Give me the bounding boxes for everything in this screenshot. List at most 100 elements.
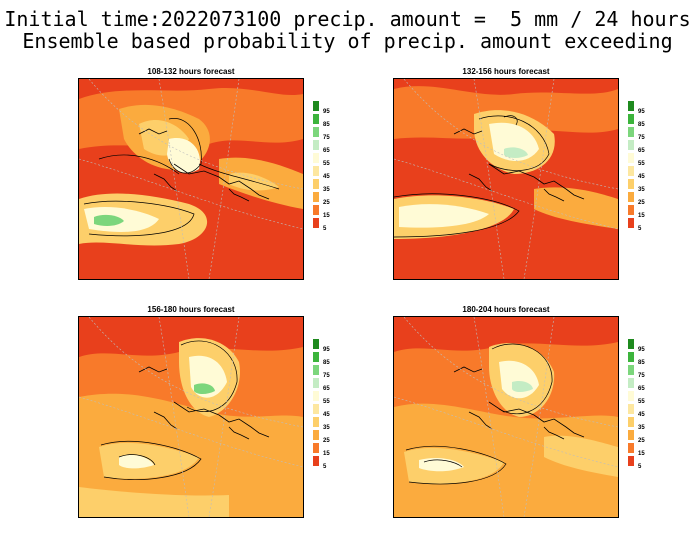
colorbar-swatch-15 xyxy=(628,443,634,453)
colorbar-label: 75 xyxy=(638,373,645,379)
colorbar-label: 5 xyxy=(323,464,327,470)
probability-map xyxy=(78,78,304,280)
colorbar-label: 15 xyxy=(323,451,330,457)
colorbar-label: 55 xyxy=(638,399,645,405)
colorbar: 95 85 75 65 55 45 35 25 15 5 xyxy=(313,339,343,504)
forecast-panel-3: 156-180 hours forecast xyxy=(78,305,338,525)
colorbar-swatch-5 xyxy=(628,456,634,466)
colorbar-swatch-65 xyxy=(313,378,319,388)
colorbar-label: 45 xyxy=(638,174,645,180)
colorbar-label: 15 xyxy=(638,213,645,219)
colorbar-swatch-5 xyxy=(313,218,319,228)
colorbar-swatch-95 xyxy=(313,339,319,349)
colorbar-label: 45 xyxy=(323,174,330,180)
colorbar-swatch-95 xyxy=(628,339,634,349)
colorbar-label: 45 xyxy=(323,412,330,418)
colorbar-label: 65 xyxy=(323,148,330,154)
colorbar-label: 55 xyxy=(323,399,330,405)
colorbar-swatch-75 xyxy=(313,127,319,137)
colorbar-swatch-55 xyxy=(313,391,319,401)
colorbar: 95 85 75 65 55 45 35 25 15 5 xyxy=(628,101,658,266)
colorbar-swatch-95 xyxy=(313,101,319,111)
colorbar-swatch-65 xyxy=(628,378,634,388)
map-graphic xyxy=(79,79,303,279)
colorbar-swatch-35 xyxy=(313,417,319,427)
colorbar-label: 75 xyxy=(323,373,330,379)
colorbar-label: 25 xyxy=(638,200,645,206)
colorbar-swatch-35 xyxy=(628,179,634,189)
map-graphic xyxy=(79,317,303,517)
probability-map xyxy=(78,316,304,518)
forecast-panel-2: 132-156 hours forecast xyxy=(393,67,653,287)
colorbar-swatch-25 xyxy=(313,192,319,202)
colorbar: 95 85 75 65 55 45 35 25 15 5 xyxy=(628,339,658,504)
colorbar-swatch-85 xyxy=(628,352,634,362)
colorbar-label: 25 xyxy=(323,438,330,444)
colorbar-swatch-45 xyxy=(313,404,319,414)
colorbar-swatch-75 xyxy=(313,365,319,375)
colorbar-label: 85 xyxy=(323,122,330,128)
colorbar-label: 65 xyxy=(638,386,645,392)
colorbar-swatch-65 xyxy=(628,140,634,150)
colorbar-label: 95 xyxy=(323,347,330,353)
colorbar-swatch-5 xyxy=(313,456,319,466)
colorbar-swatch-55 xyxy=(313,153,319,163)
colorbar-swatch-45 xyxy=(628,404,634,414)
colorbar-label: 95 xyxy=(638,347,645,353)
colorbar-label: 55 xyxy=(638,161,645,167)
forecast-panel-4: 180-204 hours forecast xyxy=(393,305,653,525)
colorbar-label: 95 xyxy=(323,109,330,115)
panel-title: 180-204 hours forecast xyxy=(462,305,550,314)
colorbar-label: 75 xyxy=(638,135,645,141)
colorbar-swatch-95 xyxy=(628,101,634,111)
colorbar-label: 85 xyxy=(323,360,330,366)
colorbar-swatch-85 xyxy=(313,114,319,124)
colorbar-label: 75 xyxy=(323,135,330,141)
forecast-panel-1: 108-132 hours forecast xyxy=(78,67,338,287)
colorbar-label: 35 xyxy=(323,425,330,431)
colorbar-label: 85 xyxy=(638,360,645,366)
colorbar-label: 55 xyxy=(323,161,330,167)
figure-title-line-2: Ensemble based probability of precip. am… xyxy=(22,29,673,53)
colorbar-label: 35 xyxy=(638,425,645,431)
colorbar-swatch-25 xyxy=(313,430,319,440)
colorbar-swatch-5 xyxy=(628,218,634,228)
colorbar-swatch-25 xyxy=(628,192,634,202)
colorbar-label: 5 xyxy=(638,226,642,232)
probability-map xyxy=(393,316,619,518)
colorbar: 95 85 75 65 55 45 35 25 15 5 xyxy=(313,101,343,266)
colorbar-swatch-35 xyxy=(313,179,319,189)
colorbar-swatch-45 xyxy=(313,166,319,176)
colorbar-label: 35 xyxy=(323,187,330,193)
probability-map xyxy=(393,78,619,280)
colorbar-swatch-75 xyxy=(628,127,634,137)
colorbar-label: 25 xyxy=(323,200,330,206)
figure-title-line-1: Initial time:2022073100 precip. amount =… xyxy=(4,7,691,31)
colorbar-label: 45 xyxy=(638,412,645,418)
colorbar-swatch-15 xyxy=(628,205,634,215)
colorbar-swatch-35 xyxy=(628,417,634,427)
colorbar-swatch-15 xyxy=(313,205,319,215)
colorbar-swatch-85 xyxy=(313,352,319,362)
colorbar-label: 15 xyxy=(323,213,330,219)
colorbar-swatch-45 xyxy=(628,166,634,176)
colorbar-swatch-55 xyxy=(628,391,634,401)
panel-title: 132-156 hours forecast xyxy=(462,67,550,76)
colorbar-label: 5 xyxy=(638,464,642,470)
colorbar-label: 65 xyxy=(323,386,330,392)
colorbar-swatch-75 xyxy=(628,365,634,375)
panel-title: 108-132 hours forecast xyxy=(147,67,235,76)
colorbar-label: 15 xyxy=(638,451,645,457)
colorbar-swatch-25 xyxy=(628,430,634,440)
colorbar-label: 35 xyxy=(638,187,645,193)
map-graphic xyxy=(394,317,618,517)
panel-title: 156-180 hours forecast xyxy=(147,305,235,314)
colorbar-swatch-65 xyxy=(313,140,319,150)
colorbar-label: 5 xyxy=(323,226,327,232)
colorbar-swatch-85 xyxy=(628,114,634,124)
colorbar-label: 65 xyxy=(638,148,645,154)
colorbar-label: 25 xyxy=(638,438,645,444)
colorbar-label: 85 xyxy=(638,122,645,128)
colorbar-label: 95 xyxy=(638,109,645,115)
map-graphic xyxy=(394,79,618,279)
